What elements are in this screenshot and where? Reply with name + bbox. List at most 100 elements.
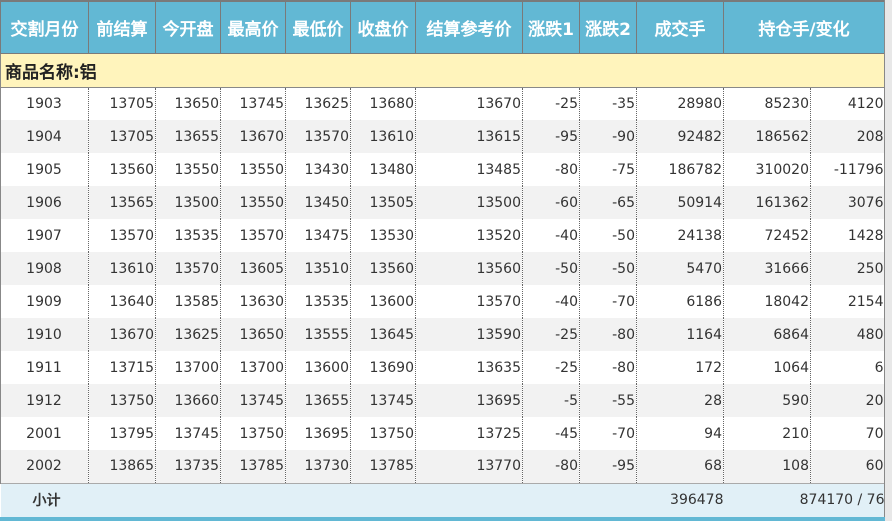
table-cell: -70 — [579, 285, 637, 318]
subtotal-open-interest: 874170 / 76 — [723, 482, 884, 517]
table-cell: 1906 — [0, 186, 89, 219]
table-cell: -80 — [579, 318, 637, 351]
table-cell: 480 — [810, 318, 884, 351]
table-cell: 6186 — [636, 285, 724, 318]
table-row[interactable]: 1908 13610 13570 13605 13510 13560 13560 -50 -50… — [0, 252, 884, 285]
table-cell: 1903 — [0, 87, 89, 120]
table-cell: -90 — [579, 120, 637, 153]
table-cell: -55 — [579, 384, 637, 417]
table-cell: 13785 — [350, 450, 416, 483]
table-cell: 13770 — [415, 450, 523, 483]
table-cell: 13735 — [155, 450, 221, 483]
table-cell: 13660 — [155, 384, 221, 417]
table-cell: 72452 — [723, 219, 811, 252]
column-header[interactable]: 最低价 — [285, 0, 351, 54]
table-cell: 13700 — [155, 351, 221, 384]
table-cell: 13475 — [285, 219, 351, 252]
column-header[interactable]: 结算参考价 — [415, 0, 523, 54]
table-row[interactable]: 1905 13560 13550 13550 13430 13480 13485 -80 -75… — [0, 153, 884, 186]
table-cell: -75 — [579, 153, 637, 186]
column-header[interactable]: 持仓手/变化 — [723, 0, 884, 54]
table-cell: 13655 — [155, 120, 221, 153]
table-cell: 108 — [723, 450, 811, 483]
table-cell: 13600 — [285, 351, 351, 384]
table-row[interactable]: 1904 13705 13655 13670 13570 13610 13615 -95 -90… — [0, 120, 884, 153]
table-row[interactable]: 1906 13565 13500 13550 13450 13505 13500 -60 -65… — [0, 186, 884, 219]
table-row[interactable]: 1909 13640 13585 13630 13535 13600 13570 -40 -70… — [0, 285, 884, 318]
table-cell: 13520 — [415, 219, 523, 252]
column-header[interactable]: 收盘价 — [350, 0, 416, 54]
table-row[interactable]: 2002 13865 13735 13785 13730 13785 13770 -80 -95… — [0, 450, 884, 483]
table-cell: 13610 — [88, 252, 156, 285]
table-cell: 13600 — [350, 285, 416, 318]
table-cell: 13695 — [285, 417, 351, 450]
table-cell: 28 — [636, 384, 724, 417]
table-cell: 13535 — [285, 285, 351, 318]
table-cell: 250 — [810, 252, 884, 285]
table-cell: 186562 — [723, 120, 811, 153]
table-cell: 590 — [723, 384, 811, 417]
table-cell: -80 — [522, 153, 580, 186]
table-row[interactable]: 2001 13795 13745 13750 13695 13750 13725 -45 -70… — [0, 417, 884, 450]
subtotal-label: 小计 — [0, 482, 637, 517]
table-row[interactable]: 1907 13570 13535 13570 13475 13530 13520 -40 -50… — [0, 219, 884, 252]
column-header[interactable]: 成交手 — [636, 0, 724, 54]
table-cell: 94 — [636, 417, 724, 450]
table-cell: 13670 — [88, 318, 156, 351]
column-header[interactable]: 最高价 — [220, 0, 286, 54]
table-cell: 13535 — [155, 219, 221, 252]
table-cell: 60 — [810, 450, 884, 483]
table-cell: -50 — [522, 252, 580, 285]
table-cell: 2002 — [0, 450, 89, 483]
table-cell: 13590 — [415, 318, 523, 351]
table-row[interactable]: 1911 13715 13700 13700 13600 13690 13635 -25 -80… — [0, 351, 884, 384]
table-cell: 13505 — [350, 186, 416, 219]
table-cell: -5 — [522, 384, 580, 417]
table-cell: -11796 — [810, 153, 884, 186]
table-cell: -80 — [522, 450, 580, 483]
table-cell: 13610 — [350, 120, 416, 153]
table-cell: 13450 — [285, 186, 351, 219]
table-cell: 13570 — [415, 285, 523, 318]
table-cell: 13730 — [285, 450, 351, 483]
table-cell: 6 — [810, 351, 884, 384]
table-cell: 13510 — [285, 252, 351, 285]
table-cell: 13630 — [220, 285, 286, 318]
table-row[interactable]: 1910 13670 13625 13650 13555 13645 13590 -25 -80… — [0, 318, 884, 351]
column-header[interactable]: 交割月份 — [0, 0, 89, 54]
table-cell: 13785 — [220, 450, 286, 483]
table-cell: 13550 — [220, 186, 286, 219]
table-cell: 13560 — [415, 252, 523, 285]
table-cell: 1164 — [636, 318, 724, 351]
table-cell: 13745 — [220, 384, 286, 417]
table-cell: 1904 — [0, 120, 89, 153]
table-cell: 13795 — [88, 417, 156, 450]
table-cell: 13700 — [220, 351, 286, 384]
table-cell: 1908 — [0, 252, 89, 285]
table-cell: 186782 — [636, 153, 724, 186]
table-cell: 13745 — [350, 384, 416, 417]
table-cell: 13650 — [220, 318, 286, 351]
column-header[interactable]: 涨跌1 — [522, 0, 580, 54]
table-cell: 13745 — [220, 87, 286, 120]
column-header[interactable]: 今开盘 — [155, 0, 221, 54]
table-cell: 68 — [636, 450, 724, 483]
column-header[interactable]: 前结算 — [88, 0, 156, 54]
table-cell: 13500 — [155, 186, 221, 219]
table-row[interactable]: 1912 13750 13660 13745 13655 13745 13695 -5 -55 2… — [0, 384, 884, 417]
column-header[interactable]: 涨跌2 — [579, 0, 637, 54]
table-cell: 13625 — [155, 318, 221, 351]
table-cell: 92482 — [636, 120, 724, 153]
table-cell: 13865 — [88, 450, 156, 483]
table-row[interactable]: 1903 13705 13650 13745 13625 13680 13670 -25 -35… — [0, 87, 884, 120]
table-cell: 13570 — [285, 120, 351, 153]
table-cell: -35 — [579, 87, 637, 120]
table-cell: 13485 — [415, 153, 523, 186]
table-cell: 13555 — [285, 318, 351, 351]
table-cell: 13500 — [415, 186, 523, 219]
scrollbar[interactable] — [885, 0, 892, 521]
table-cell: 24138 — [636, 219, 724, 252]
table-cell: -25 — [522, 318, 580, 351]
table-footer-band — [0, 517, 885, 521]
